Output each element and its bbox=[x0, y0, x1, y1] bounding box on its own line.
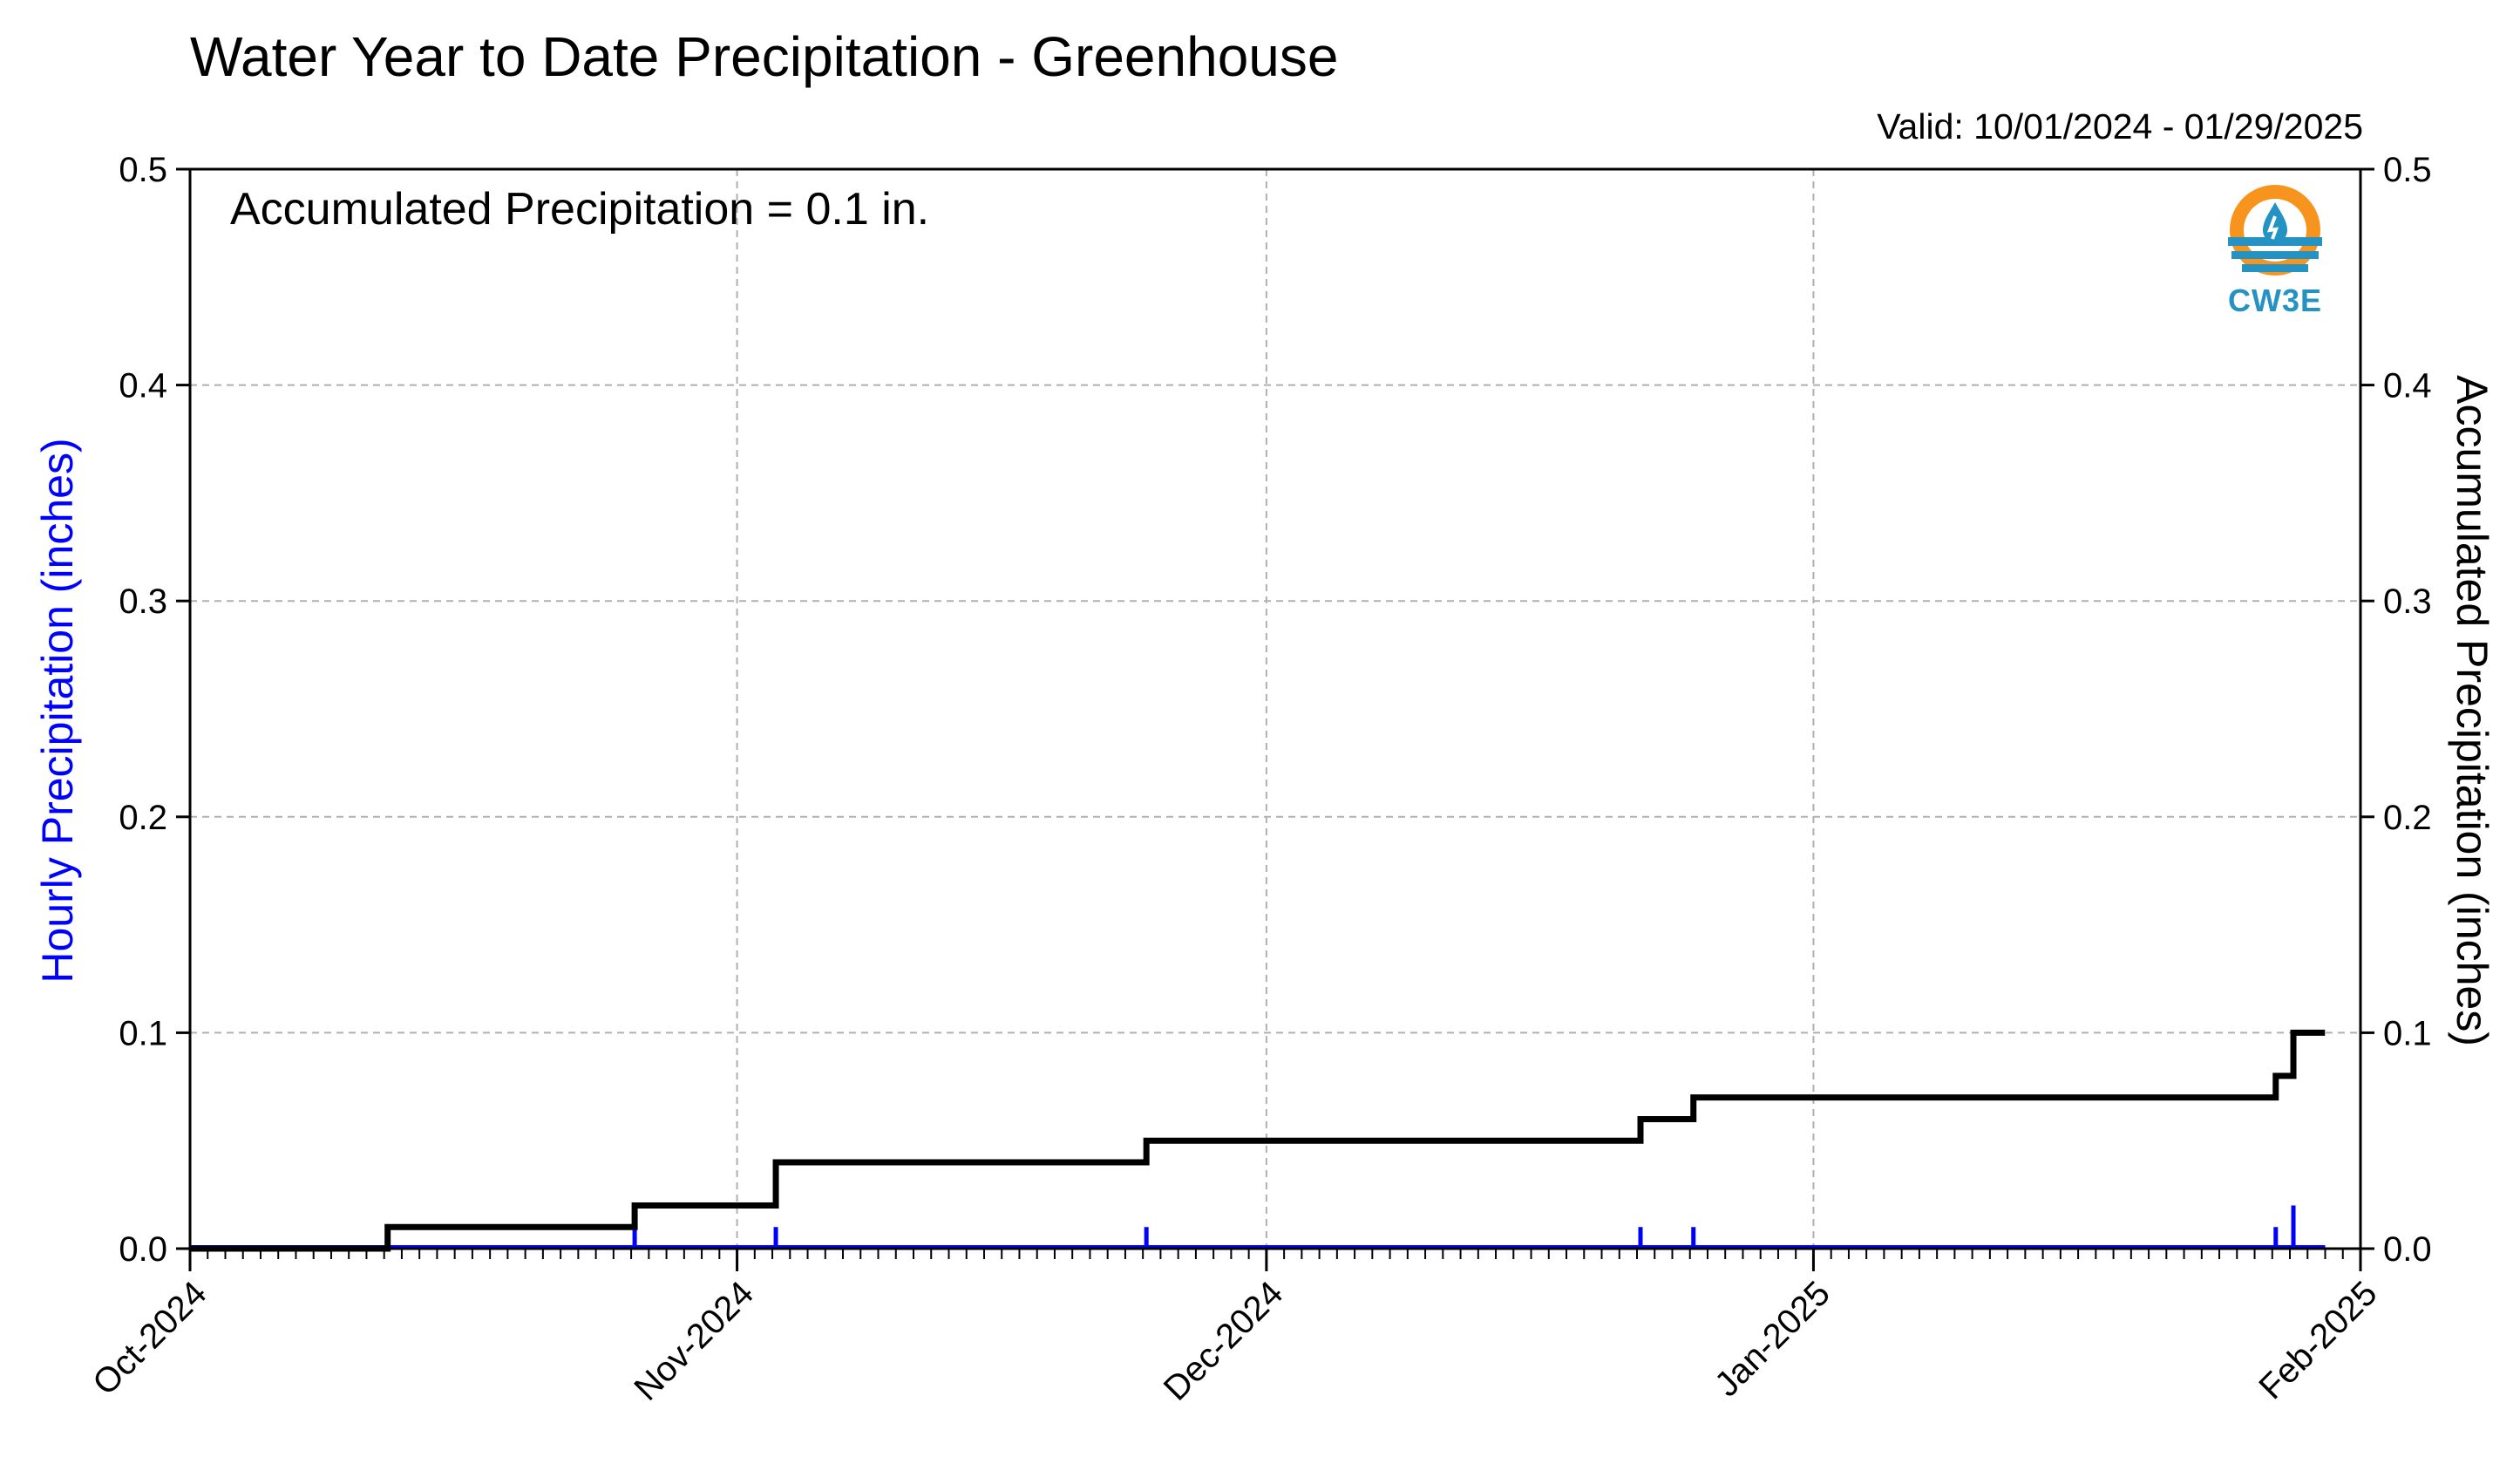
y-tick-label-left: 0.3 bbox=[119, 582, 167, 621]
hourly-bar bbox=[1144, 1227, 1149, 1249]
y-tick-label-right: 0.2 bbox=[2383, 799, 2432, 837]
logo-text: CW3E bbox=[2227, 283, 2322, 318]
valid-date-range: Valid: 10/01/2024 - 01/29/2025 bbox=[1877, 106, 2363, 146]
y-tick-label-left: 0.0 bbox=[119, 1230, 167, 1269]
hourly-bar bbox=[2291, 1205, 2296, 1249]
y-tick-label-right: 0.3 bbox=[2383, 582, 2432, 621]
chart-title: Water Year to Date Precipitation - Green… bbox=[190, 25, 1339, 88]
hourly-bar bbox=[2273, 1227, 2279, 1249]
x-tick-label: Jan-2025 bbox=[1708, 1274, 1837, 1404]
chart-axes bbox=[188, 167, 2362, 1250]
y-tick-label-right: 0.1 bbox=[2383, 1014, 2432, 1052]
chart-ticks: 0.0 0.0 0.1 0.1 0.2 0.2 0.3 0.3 0.4 0.4 0.5 0.5 Oct-… bbox=[85, 151, 2431, 1408]
plot-frame bbox=[188, 167, 2362, 1250]
y-axis-label-right: Accumulated Precipitation (inches) bbox=[2448, 375, 2496, 1046]
y-axis-label-left: Hourly Precipitation (inches) bbox=[33, 438, 82, 984]
x-tick-label: Dec-2024 bbox=[1157, 1274, 1291, 1408]
y-tick-label-left: 0.1 bbox=[119, 1014, 167, 1052]
y-tick-label-left: 0.4 bbox=[119, 367, 167, 405]
y-tick-label-right: 0.5 bbox=[2383, 151, 2432, 189]
cw3e-drop-icon bbox=[2228, 185, 2322, 276]
hourly-bar bbox=[1638, 1227, 1643, 1249]
y-tick-label-left: 0.2 bbox=[119, 799, 167, 837]
hourly-bar bbox=[632, 1227, 637, 1249]
hourly-bar bbox=[1691, 1227, 1696, 1249]
hourly-bar bbox=[773, 1227, 778, 1249]
x-tick-label: Oct-2024 bbox=[85, 1274, 214, 1402]
grid-lines bbox=[190, 169, 2360, 1249]
x-tick-label: Feb-2025 bbox=[2252, 1274, 2384, 1406]
accumulated-step-line bbox=[190, 1029, 2326, 1252]
accumulated-total-annotation: Accumulated Precipitation = 0.1 in. bbox=[230, 184, 930, 235]
y-tick-label-right: 0.0 bbox=[2383, 1230, 2432, 1269]
cw3e-logo: CW3E bbox=[2221, 181, 2329, 321]
x-tick-label: Nov-2024 bbox=[627, 1274, 761, 1408]
y-tick-label-right: 0.4 bbox=[2383, 367, 2432, 405]
y-tick-label-left: 0.5 bbox=[119, 151, 167, 189]
accumulated-precip-line bbox=[190, 1029, 2326, 1252]
